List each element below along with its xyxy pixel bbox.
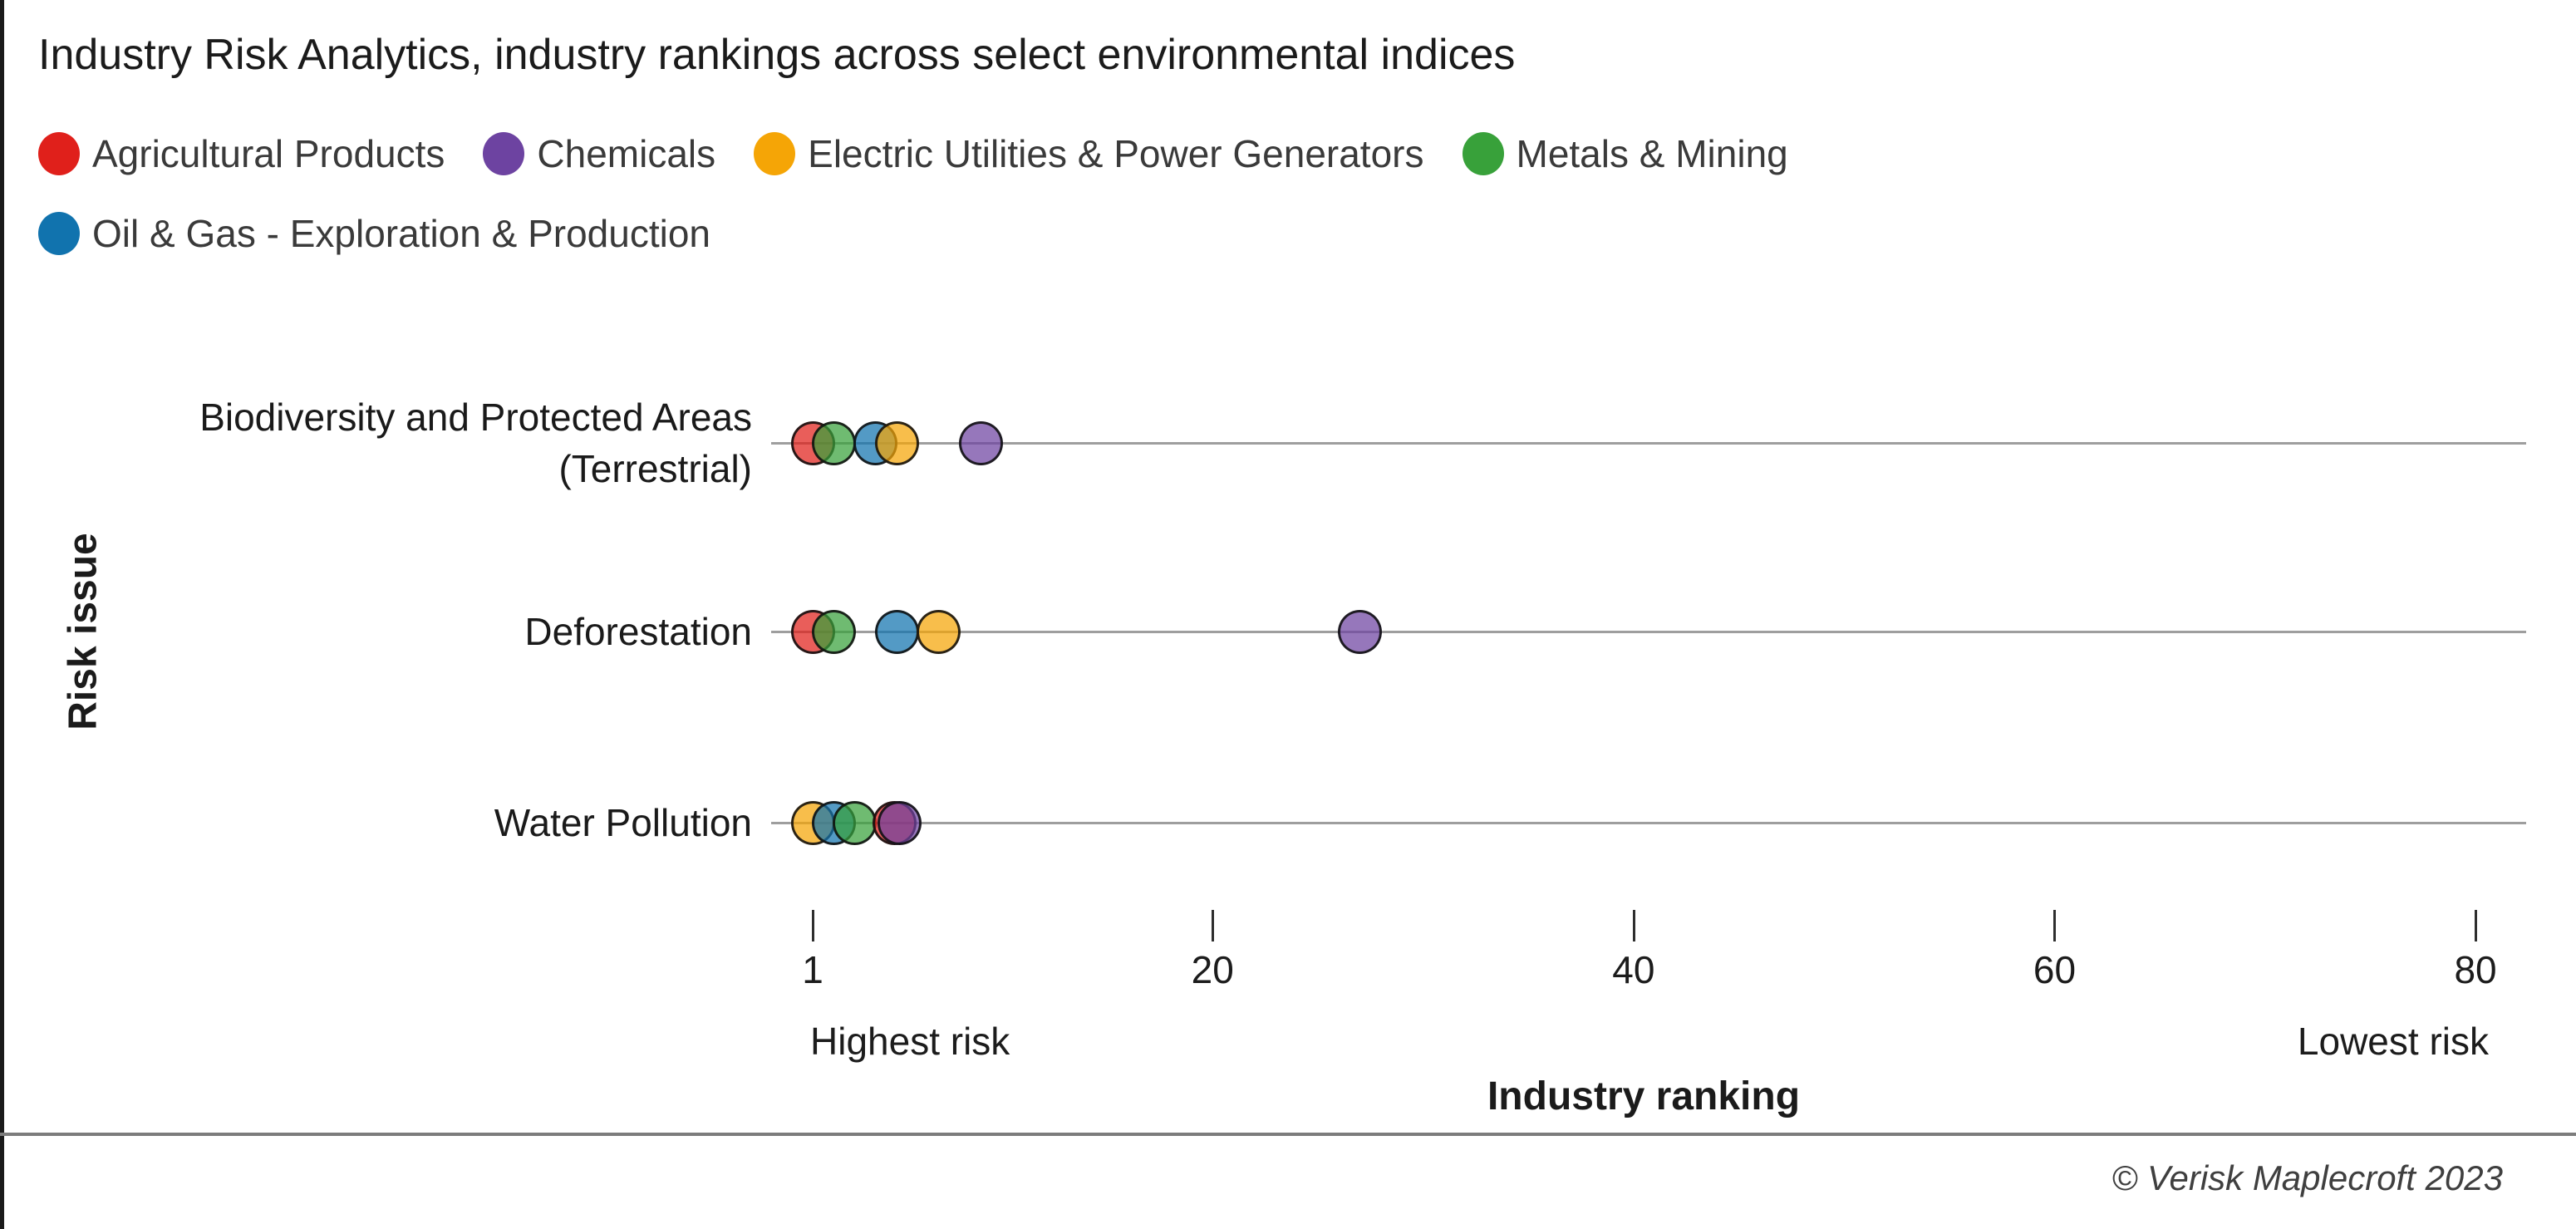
legend-swatch-icon (1462, 132, 1504, 175)
legend-item: Oil & Gas - Exploration & Production (38, 211, 710, 256)
x-tick-mark (2475, 910, 2478, 941)
legend-item: Agricultural Products (38, 131, 445, 176)
data-point (959, 420, 1004, 465)
x-tick-label: 60 (2033, 948, 2077, 991)
legend-swatch-icon (38, 212, 80, 255)
data-point (874, 420, 919, 465)
x-tick-mark (1212, 910, 1215, 941)
x-tick-label: 1 (802, 948, 823, 991)
row-label-line: (Terrestrial) (558, 447, 752, 490)
legend: Agricultural Products Chemicals Electric U… (38, 131, 2099, 256)
legend-item: Chemicals (483, 131, 715, 176)
data-point (874, 609, 919, 654)
legend-item-label: Metals & Mining (1516, 132, 1788, 175)
legend-swatch-icon (754, 132, 796, 175)
legend-item: Metals & Mining (1462, 131, 1788, 176)
data-point (1338, 609, 1383, 654)
data-point (917, 609, 961, 654)
legend-item-label: Electric Utilities & Power Generators (808, 132, 1424, 175)
data-point (811, 609, 856, 654)
x-tick-mark (2053, 910, 2057, 941)
row-label: Water Pollution (125, 797, 752, 848)
copyright-credit: © Verisk Maplecroft 2023 (2111, 1158, 2503, 1197)
x-tick-mark (812, 910, 814, 941)
legend-item: Electric Utilities & Power Generators (754, 131, 1424, 176)
data-point (833, 800, 878, 845)
data-point (811, 420, 856, 465)
x-tick-label: 80 (2454, 948, 2497, 991)
highest-risk-label: Highest risk (810, 1020, 1010, 1063)
row-label-line: Deforestation (524, 610, 752, 653)
x-tick-mark (1632, 910, 1635, 941)
row-label-line: Biodiversity and Protected Areas (199, 396, 752, 439)
data-point (877, 800, 922, 845)
x-tick-label: 20 (1191, 948, 1234, 991)
legend-item-label: Agricultural Products (92, 132, 445, 175)
lowest-risk-label: Lowest risk (2297, 1020, 2489, 1063)
legend-swatch-icon (38, 132, 80, 175)
legend-item-label: Chemicals (537, 132, 716, 175)
x-tick-label: 40 (1612, 948, 1655, 991)
left-border-rule (0, 0, 4, 1229)
category-line (771, 631, 2526, 633)
footer-divider (0, 1133, 2576, 1136)
legend-item-label: Oil & Gas - Exploration & Production (92, 212, 710, 255)
category-line (771, 822, 2526, 824)
category-line (771, 442, 2526, 445)
row-label: Biodiversity and Protected Areas (Terrest… (125, 391, 752, 494)
x-axis-title: Industry ranking (1487, 1074, 1801, 1118)
row-label-line: Water Pollution (494, 801, 752, 844)
legend-swatch-icon (483, 132, 525, 175)
row-label: Deforestation (125, 606, 752, 657)
page-title: Industry Risk Analytics, industry rankin… (38, 31, 1516, 79)
y-axis-title: Risk issue (61, 533, 106, 730)
